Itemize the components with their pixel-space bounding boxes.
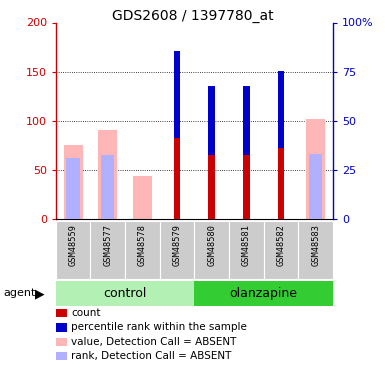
- Bar: [243, 87, 250, 155]
- Bar: [194, 281, 333, 306]
- Text: value, Detection Call = ABSENT: value, Detection Call = ABSENT: [71, 337, 237, 346]
- Bar: [298, 221, 333, 279]
- Bar: [56, 221, 90, 279]
- Bar: [208, 105, 215, 219]
- Bar: [306, 119, 325, 219]
- Bar: [278, 71, 285, 147]
- Bar: [229, 221, 264, 279]
- Text: percentile rank within the sample: percentile rank within the sample: [71, 322, 247, 332]
- Text: GSM48559: GSM48559: [69, 224, 78, 266]
- Bar: [98, 130, 117, 219]
- Bar: [309, 154, 322, 219]
- Bar: [90, 221, 125, 279]
- Bar: [194, 221, 229, 279]
- Text: rank, Detection Call = ABSENT: rank, Detection Call = ABSENT: [71, 351, 232, 361]
- Text: GSM48581: GSM48581: [242, 224, 251, 266]
- Bar: [160, 221, 194, 279]
- Text: olanzapine: olanzapine: [230, 287, 298, 300]
- Text: GSM48578: GSM48578: [138, 224, 147, 266]
- Text: ▶: ▶: [35, 287, 45, 300]
- Bar: [243, 116, 250, 219]
- Bar: [125, 221, 160, 279]
- Bar: [56, 281, 194, 306]
- Bar: [278, 107, 285, 219]
- Bar: [174, 65, 181, 219]
- Text: GSM48577: GSM48577: [103, 224, 112, 266]
- Text: control: control: [104, 287, 147, 300]
- Bar: [264, 221, 298, 279]
- Bar: [101, 155, 114, 219]
- Text: GSM48580: GSM48580: [207, 224, 216, 266]
- Text: GSM48583: GSM48583: [311, 224, 320, 266]
- Bar: [67, 158, 80, 219]
- Bar: [64, 145, 83, 219]
- Text: count: count: [71, 308, 101, 318]
- Text: agent: agent: [4, 288, 36, 298]
- Text: GDS2608 / 1397780_at: GDS2608 / 1397780_at: [112, 9, 273, 23]
- Bar: [133, 176, 152, 219]
- Text: GSM48582: GSM48582: [276, 224, 286, 266]
- Text: GSM48579: GSM48579: [172, 224, 182, 266]
- Bar: [174, 51, 181, 138]
- Bar: [208, 87, 215, 155]
